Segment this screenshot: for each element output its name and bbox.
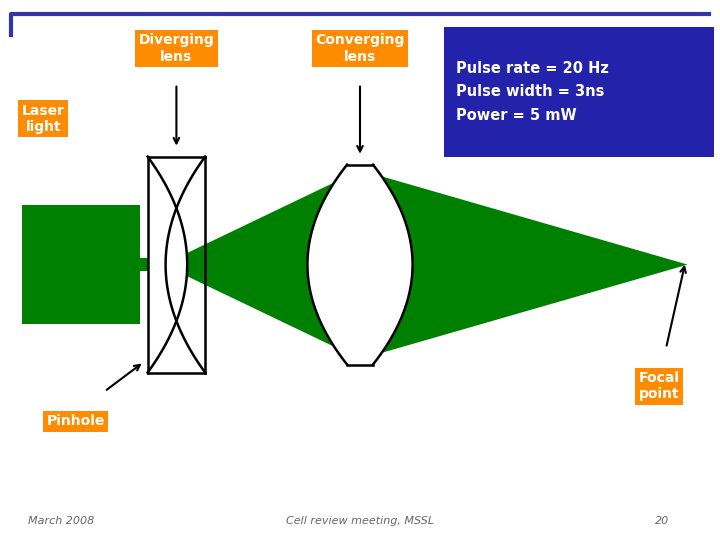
Text: Pulse rate = 20 Hz
Pulse width = 3ns
Power = 5 mW: Pulse rate = 20 Hz Pulse width = 3ns Pow… [456,61,609,123]
Text: Laser
light: Laser light [22,104,65,134]
Text: Pinhole: Pinhole [46,414,105,428]
Polygon shape [148,157,205,373]
Text: Converging
lens: Converging lens [315,33,405,64]
Text: Focal
point: Focal point [639,371,679,401]
Text: March 2008: March 2008 [28,516,94,526]
FancyBboxPatch shape [22,205,140,324]
FancyBboxPatch shape [444,27,714,157]
Polygon shape [140,258,148,271]
Polygon shape [360,170,688,359]
Polygon shape [307,165,413,364]
Text: Cell review meeting, MSSL: Cell review meeting, MSSL [286,516,434,526]
Text: 20: 20 [655,516,670,526]
Text: Diverging
lens: Diverging lens [138,33,215,64]
Polygon shape [176,170,360,359]
